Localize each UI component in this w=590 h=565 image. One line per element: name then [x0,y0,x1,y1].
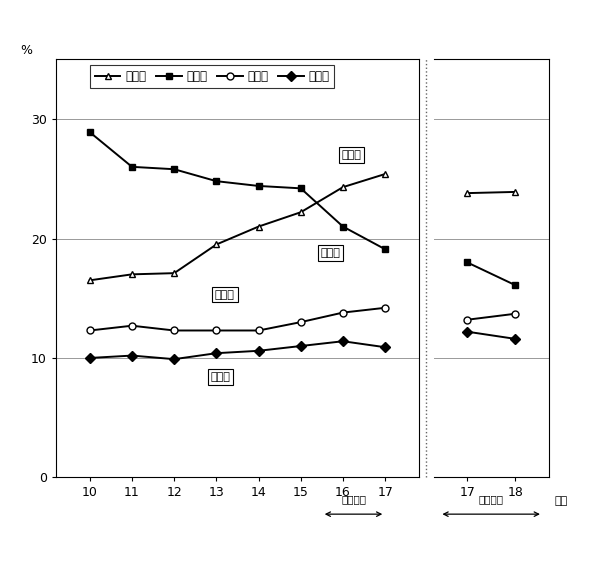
Text: 教育費: 教育費 [211,372,231,382]
Text: 年度: 年度 [555,496,568,506]
Legend: 民生費, 土木費, 公債費, 教育費: 民生費, 土木費, 公債費, 教育費 [90,65,335,88]
Text: 土木費: 土木費 [320,248,340,258]
Text: 公債費: 公債費 [215,290,235,299]
Text: 旧浜松市: 旧浜松市 [341,494,366,504]
Text: %: % [21,44,32,57]
Text: 新浜松市: 新浜松市 [478,494,504,504]
Text: 民生費: 民生費 [342,150,361,160]
